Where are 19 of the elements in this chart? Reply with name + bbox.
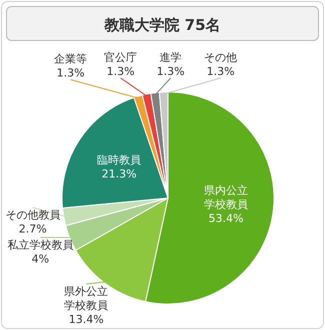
data-label: 53.4% — [208, 212, 244, 226]
data-label: 1.3% — [106, 65, 135, 78]
data-label: 21.3% — [102, 167, 137, 180]
data-label: 13.4% — [68, 313, 104, 326]
slice-label: その他 — [204, 51, 238, 64]
slice-label: その他教員 — [5, 208, 60, 222]
slice-label: 官公庁 — [104, 51, 138, 64]
slice-label: 企業等 — [54, 52, 88, 66]
slice-label: 私立学校教員 — [7, 238, 74, 252]
slice-label: 臨時教員 — [97, 153, 142, 166]
slice-label: 進学 — [160, 51, 182, 64]
data-label: 1.3% — [56, 66, 85, 80]
data-label: 4% — [32, 252, 50, 266]
chart-title: 教職大学院 75名 — [103, 16, 221, 34]
data-label: 1.3% — [156, 65, 185, 78]
slice-label: 県外公立学校教員 — [64, 285, 108, 312]
slice-label: 県内公立学校教員 — [204, 184, 248, 212]
data-label: 2.7% — [18, 222, 47, 236]
data-label: 1.3% — [206, 65, 235, 78]
